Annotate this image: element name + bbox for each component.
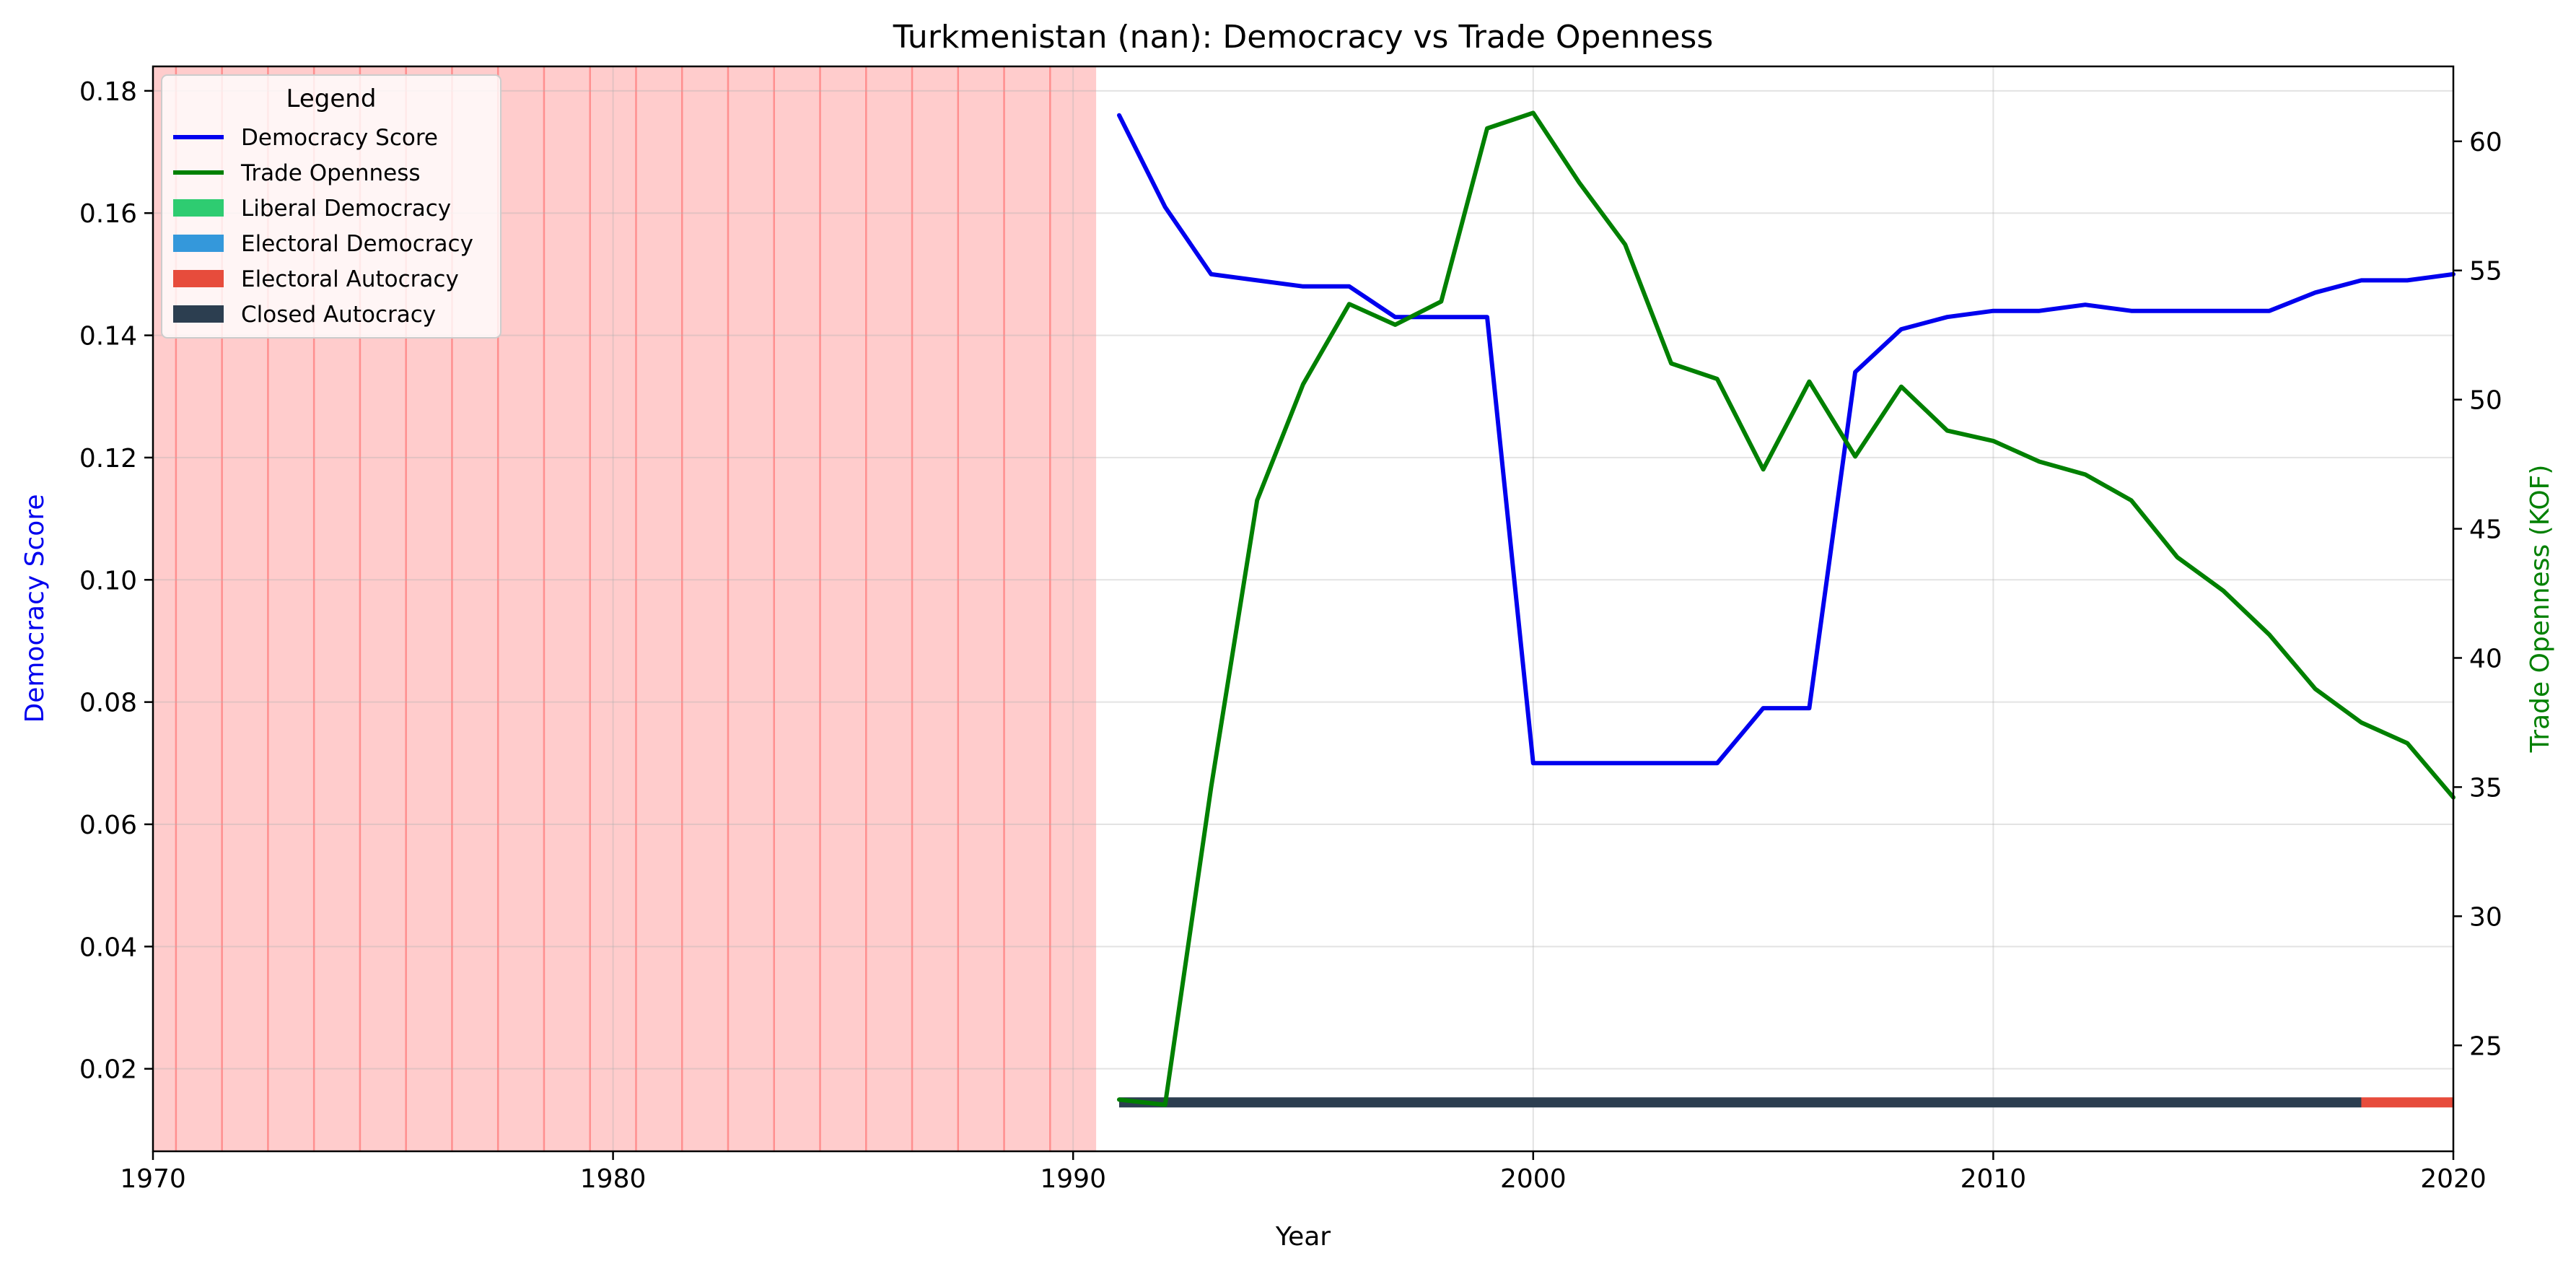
y-left-tick-label: 0.02	[79, 1055, 137, 1085]
legend-swatch-liberal-democracy	[173, 199, 224, 217]
legend-entries: Democracy Score Trade Openness Liberal Dem…	[173, 125, 473, 328]
x-tick-label: 1980	[580, 1164, 647, 1194]
left-y-axis: 0.02 0.04 0.06 0.08 0.10 0.12 0.14 0.16 0.18	[79, 77, 153, 1085]
y-left-tick-label: 0.12	[79, 444, 137, 474]
x-axis: 1970 1980 1990 2000 2010 2020	[120, 1151, 2487, 1194]
legend-label-electoral-autocracy: Electoral Autocracy	[241, 266, 459, 292]
y-left-tick-label: 0.06	[79, 811, 137, 840]
y-right-tick-label: 35	[2469, 773, 2502, 803]
left-y-axis-label: Democracy Score	[20, 494, 50, 723]
y-right-tick-label: 30	[2469, 902, 2502, 932]
series-line-democracy-score	[1117, 113, 2455, 766]
legend-label-electoral-democracy: Electoral Democracy	[241, 231, 473, 257]
plot-frame	[152, 65, 2455, 1153]
y-left-tick-label: 0.04	[79, 933, 137, 962]
x-tick-label: 2000	[1500, 1164, 1567, 1194]
y-right-tick-label: 50	[2469, 386, 2502, 416]
series-group	[1117, 110, 2455, 1107]
legend-label-democracy-score: Democracy Score	[241, 125, 438, 151]
legend-swatch-electoral-democracy	[173, 235, 224, 252]
legend-swatch-closed-autocracy	[173, 305, 224, 323]
legend-box	[161, 74, 501, 339]
x-tick-label: 1990	[1040, 1164, 1106, 1194]
legend: Legend Democracy Score Trade Openness Libe…	[161, 74, 501, 339]
y-left-tick-label: 0.14	[79, 322, 137, 352]
series-line-trade-openness	[1117, 110, 2455, 1107]
y-right-tick-label: 55	[2469, 257, 2502, 287]
y-left-tick-label: 0.16	[79, 199, 137, 229]
y-right-tick-label: 25	[2469, 1031, 2502, 1061]
x-tick-label: 2020	[2420, 1164, 2487, 1194]
y-left-tick-label: 0.18	[79, 77, 137, 107]
x-tick-label: 1970	[120, 1164, 186, 1194]
legend-swatch-electoral-autocracy	[173, 270, 224, 287]
x-tick-label: 2010	[1961, 1164, 2027, 1194]
x-axis-label: Year	[1275, 1222, 1331, 1252]
y-left-tick-label: 0.10	[79, 566, 137, 595]
y-right-tick-label: 40	[2469, 644, 2502, 673]
y-left-tick-label: 0.08	[79, 689, 137, 718]
chart-title: Turkmenistan (nan): Democracy vs Trade O…	[893, 19, 1714, 56]
legend-title: Legend	[286, 84, 377, 113]
right-y-axis: 25 30 35 40 45 50 55 60	[2453, 128, 2502, 1061]
legend-label-closed-autocracy: Closed Autocracy	[241, 302, 436, 328]
legend-label-trade-openness: Trade Openness	[240, 160, 421, 186]
legend-label-liberal-democracy: Liberal Democracy	[241, 196, 451, 222]
right-y-axis-label: Trade Openness (KOF)	[2525, 465, 2555, 754]
y-right-tick-label: 60	[2469, 128, 2502, 157]
y-right-tick-label: 45	[2469, 515, 2502, 545]
